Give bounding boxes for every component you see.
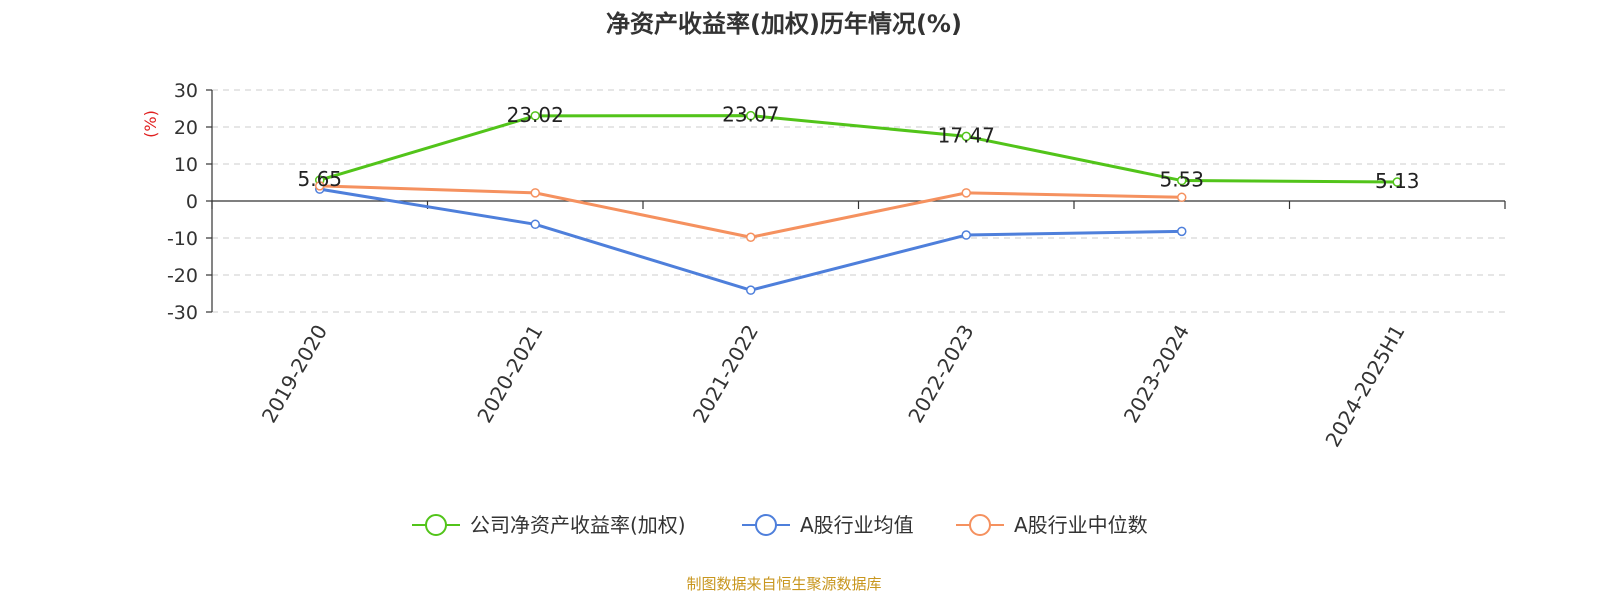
legend-marker: [425, 514, 447, 536]
y-tick-label: -10: [167, 228, 198, 250]
legend[interactable]: 公司净资产收益率(加权) A股行业均值 A股行业中位数: [412, 513, 1148, 537]
x-tick-label: 2022-2023: [903, 321, 978, 427]
data-label: 23.02: [507, 103, 564, 127]
chart-title: 净资产收益率(加权)历年情况(%): [606, 10, 962, 38]
data-point: [1177, 175, 1187, 186]
data-label: 5.65: [297, 167, 342, 191]
data-label: 5.53: [1159, 168, 1204, 192]
legend-label: A股行业中位数: [1014, 513, 1148, 537]
y-tick-label: 10: [174, 154, 198, 176]
legend-marker: [969, 514, 991, 536]
data-label: 17.47: [938, 123, 995, 147]
legend-item-1[interactable]: A股行业均值: [742, 513, 914, 537]
axes: 30 20 10 0 -10 -20 -30 2019-2020 2020-2021 2021-2…: [167, 80, 1506, 451]
series-2: [315, 181, 1187, 243]
source-note: 制图数据来自恒生聚源数据库: [686, 575, 881, 593]
data-labels: 5.65 23.02 23.07 17.47 5.53 5.13: [297, 103, 1419, 193]
data-point: [1177, 226, 1187, 237]
y-tick-label: 20: [174, 117, 198, 139]
data-point: [961, 131, 971, 142]
series-1: [315, 184, 1187, 295]
x-tick-label: 2023-2024: [1119, 321, 1194, 427]
legend-marker: [755, 514, 777, 536]
data-point: [530, 111, 540, 121]
y-axis-unit-label: (%): [141, 110, 160, 138]
y-tick-label: -30: [167, 302, 198, 324]
series-0: [315, 110, 1402, 187]
series-line: [319, 114, 1398, 184]
legend-label: 公司净资产收益率(加权): [470, 513, 686, 537]
series: [315, 110, 1402, 295]
y-tick-label: 0: [186, 191, 198, 213]
x-tick-label: 2021-2022: [688, 321, 763, 427]
data-point: [530, 219, 540, 230]
data-point: [1392, 177, 1402, 187]
data-point: [746, 232, 756, 243]
legend-item-0[interactable]: 公司净资产收益率(加权): [412, 513, 686, 537]
x-tick-label: 2019-2020: [257, 321, 332, 427]
legend-item-2[interactable]: A股行业中位数: [956, 513, 1148, 537]
data-point: [315, 181, 325, 191]
data-label: 23.07: [722, 103, 779, 127]
data-label: 5.13: [1375, 169, 1420, 193]
y-tick-label: -20: [167, 265, 198, 287]
x-tick-label: 2024-2025H1: [1320, 321, 1409, 451]
data-point: [530, 188, 540, 198]
data-point: [961, 188, 971, 198]
data-point: [746, 285, 756, 295]
legend-label: A股行业均值: [800, 513, 914, 537]
data-point: [746, 110, 756, 121]
y-tick-label: 30: [174, 80, 198, 102]
x-tick-label: 2020-2021: [472, 321, 547, 427]
data-point: [1177, 192, 1187, 203]
data-point: [961, 230, 971, 240]
